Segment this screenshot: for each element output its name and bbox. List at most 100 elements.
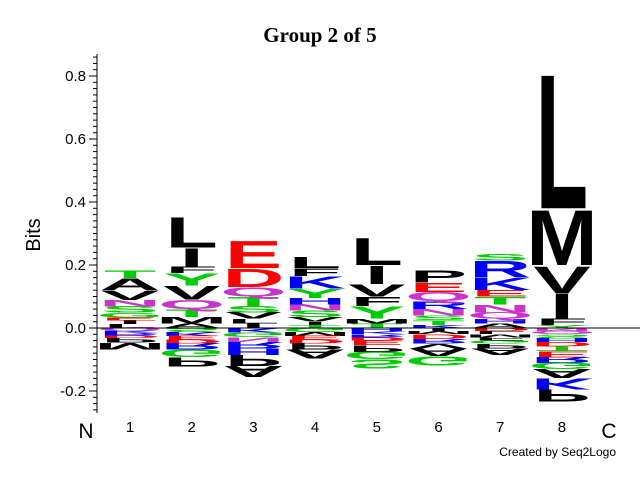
logo-letter-Q: Q: [467, 311, 534, 321]
logo-letter-S: S: [348, 357, 405, 372]
logo-letter-N: N: [222, 336, 284, 343]
logo-letter-T: T: [227, 294, 279, 309]
logo-letter-L: L: [351, 230, 403, 274]
logo-letter-D: D: [222, 264, 284, 293]
logo-letter-I: I: [241, 322, 265, 329]
logo-letter-D: D: [346, 337, 408, 342]
logo-letter-A: A: [284, 347, 346, 362]
logo-letter-K: K: [161, 331, 223, 337]
logo-letter-M: M: [403, 330, 474, 335]
logo-letter-E: E: [348, 339, 405, 346]
logo-letter-P: P: [348, 343, 405, 353]
y-tick-label: 0.2: [65, 257, 86, 274]
logo-letter-E: E: [225, 233, 282, 277]
logo-letter-V: V: [225, 311, 283, 321]
logo-letter-A: A: [469, 347, 531, 357]
logo-letter-P: P: [472, 342, 529, 349]
logo-letter-F: F: [474, 337, 526, 342]
logo-letter-P: P: [287, 341, 344, 351]
logo-letter-A: A: [99, 275, 161, 295]
logo-letter-D: D: [99, 335, 161, 339]
logo-letter-M: M: [156, 315, 227, 325]
logo-letter-T: T: [289, 324, 341, 329]
logo-letter-L: L: [227, 317, 279, 324]
logo-letter-G: G: [343, 349, 410, 361]
logo-letter-H: H: [346, 327, 408, 332]
logo-letter-S: S: [225, 304, 282, 314]
logo-letter-L: L: [474, 330, 526, 335]
logo-letter-H: H: [284, 296, 346, 306]
logo-letter-G: G: [405, 354, 472, 369]
logo-letter-Q: Q: [405, 289, 472, 304]
logo-letter-Q: Q: [97, 327, 164, 331]
logo-letter-D: D: [161, 338, 223, 344]
logo-letter-H: H: [469, 317, 531, 324]
logo-letter-S: S: [163, 327, 220, 333]
logo-letter-T: T: [351, 322, 403, 329]
logo-letter-V: V: [287, 316, 345, 323]
logo-letter-E: E: [163, 334, 220, 340]
logo-letter-A: A: [161, 322, 223, 329]
logo-letter-N: N: [469, 302, 531, 314]
logo-letter-I: I: [303, 321, 327, 326]
logo-letter-N: N: [531, 327, 593, 332]
logo-letter-V: V: [533, 259, 591, 303]
logo-letter-Q: Q: [158, 297, 225, 312]
logo-letter-R: R: [531, 355, 593, 364]
credit-text: Created by Seq2Logo: [499, 445, 616, 459]
logo-letter-L: L: [536, 34, 588, 250]
logo-letter-G: G: [220, 331, 287, 338]
logo-letter-I: I: [118, 319, 142, 325]
logo-letter-Y: Y: [163, 270, 220, 290]
logo-letter-V: V: [101, 288, 158, 303]
logo-letter-R: R: [346, 333, 408, 338]
logo-letter-P: P: [225, 351, 282, 368]
logo-columns: LIEGSNVATQKRDPMAMTQVYFILSKEDRGPILVSTQDEK…: [94, 34, 597, 405]
logo-letter-K: K: [469, 275, 531, 295]
logo-letter-K: K: [346, 330, 408, 335]
logo-letter-I: I: [427, 327, 451, 332]
c-terminus-label: C: [601, 420, 616, 443]
logo-letter-I: I: [180, 243, 204, 272]
logo-letter-H: H: [531, 337, 593, 343]
logo-letter-V: V: [410, 342, 468, 349]
y-axis-label: Bits: [23, 218, 45, 251]
logo-letter-P: P: [410, 267, 467, 287]
logo-letter-G: G: [467, 340, 534, 345]
logo-letter-G: G: [529, 361, 596, 371]
logo-letter-K: K: [222, 327, 284, 334]
logo-letter-T: T: [166, 307, 218, 319]
y-axis: -0.2 0.0 0.2 0.4 0.6 0.8: [60, 53, 98, 414]
logo-letter-S: S: [410, 314, 467, 321]
logo-letter-R: R: [408, 338, 470, 345]
y-tick-label: 0.8: [65, 68, 86, 85]
logo-letter-E: E: [101, 316, 158, 321]
x-tick-label: 4: [311, 419, 319, 436]
logo-letter-E: E: [472, 289, 529, 299]
logo-letter-S: S: [472, 252, 529, 262]
logo-letter-T: T: [412, 319, 464, 326]
logo-letter-A: A: [531, 366, 593, 381]
logo-letter-P: P: [163, 355, 220, 370]
logo-letter-N: N: [408, 308, 470, 318]
x-tick-label: 7: [496, 419, 504, 436]
logo-letter-L: L: [166, 208, 218, 257]
logo-letter-D: D: [284, 338, 346, 344]
logo-letter-I: I: [365, 261, 389, 290]
logo-letter-F: F: [351, 294, 403, 309]
logo-letter-A: A: [469, 322, 531, 329]
logo-letter-V: V: [163, 282, 221, 304]
logo-letter-P: P: [533, 385, 590, 405]
x-tick-label: 6: [434, 419, 442, 436]
logo-letter-E: E: [533, 350, 590, 359]
logo-letter-S: S: [101, 305, 158, 315]
logo-letter-Y: Y: [348, 303, 405, 323]
